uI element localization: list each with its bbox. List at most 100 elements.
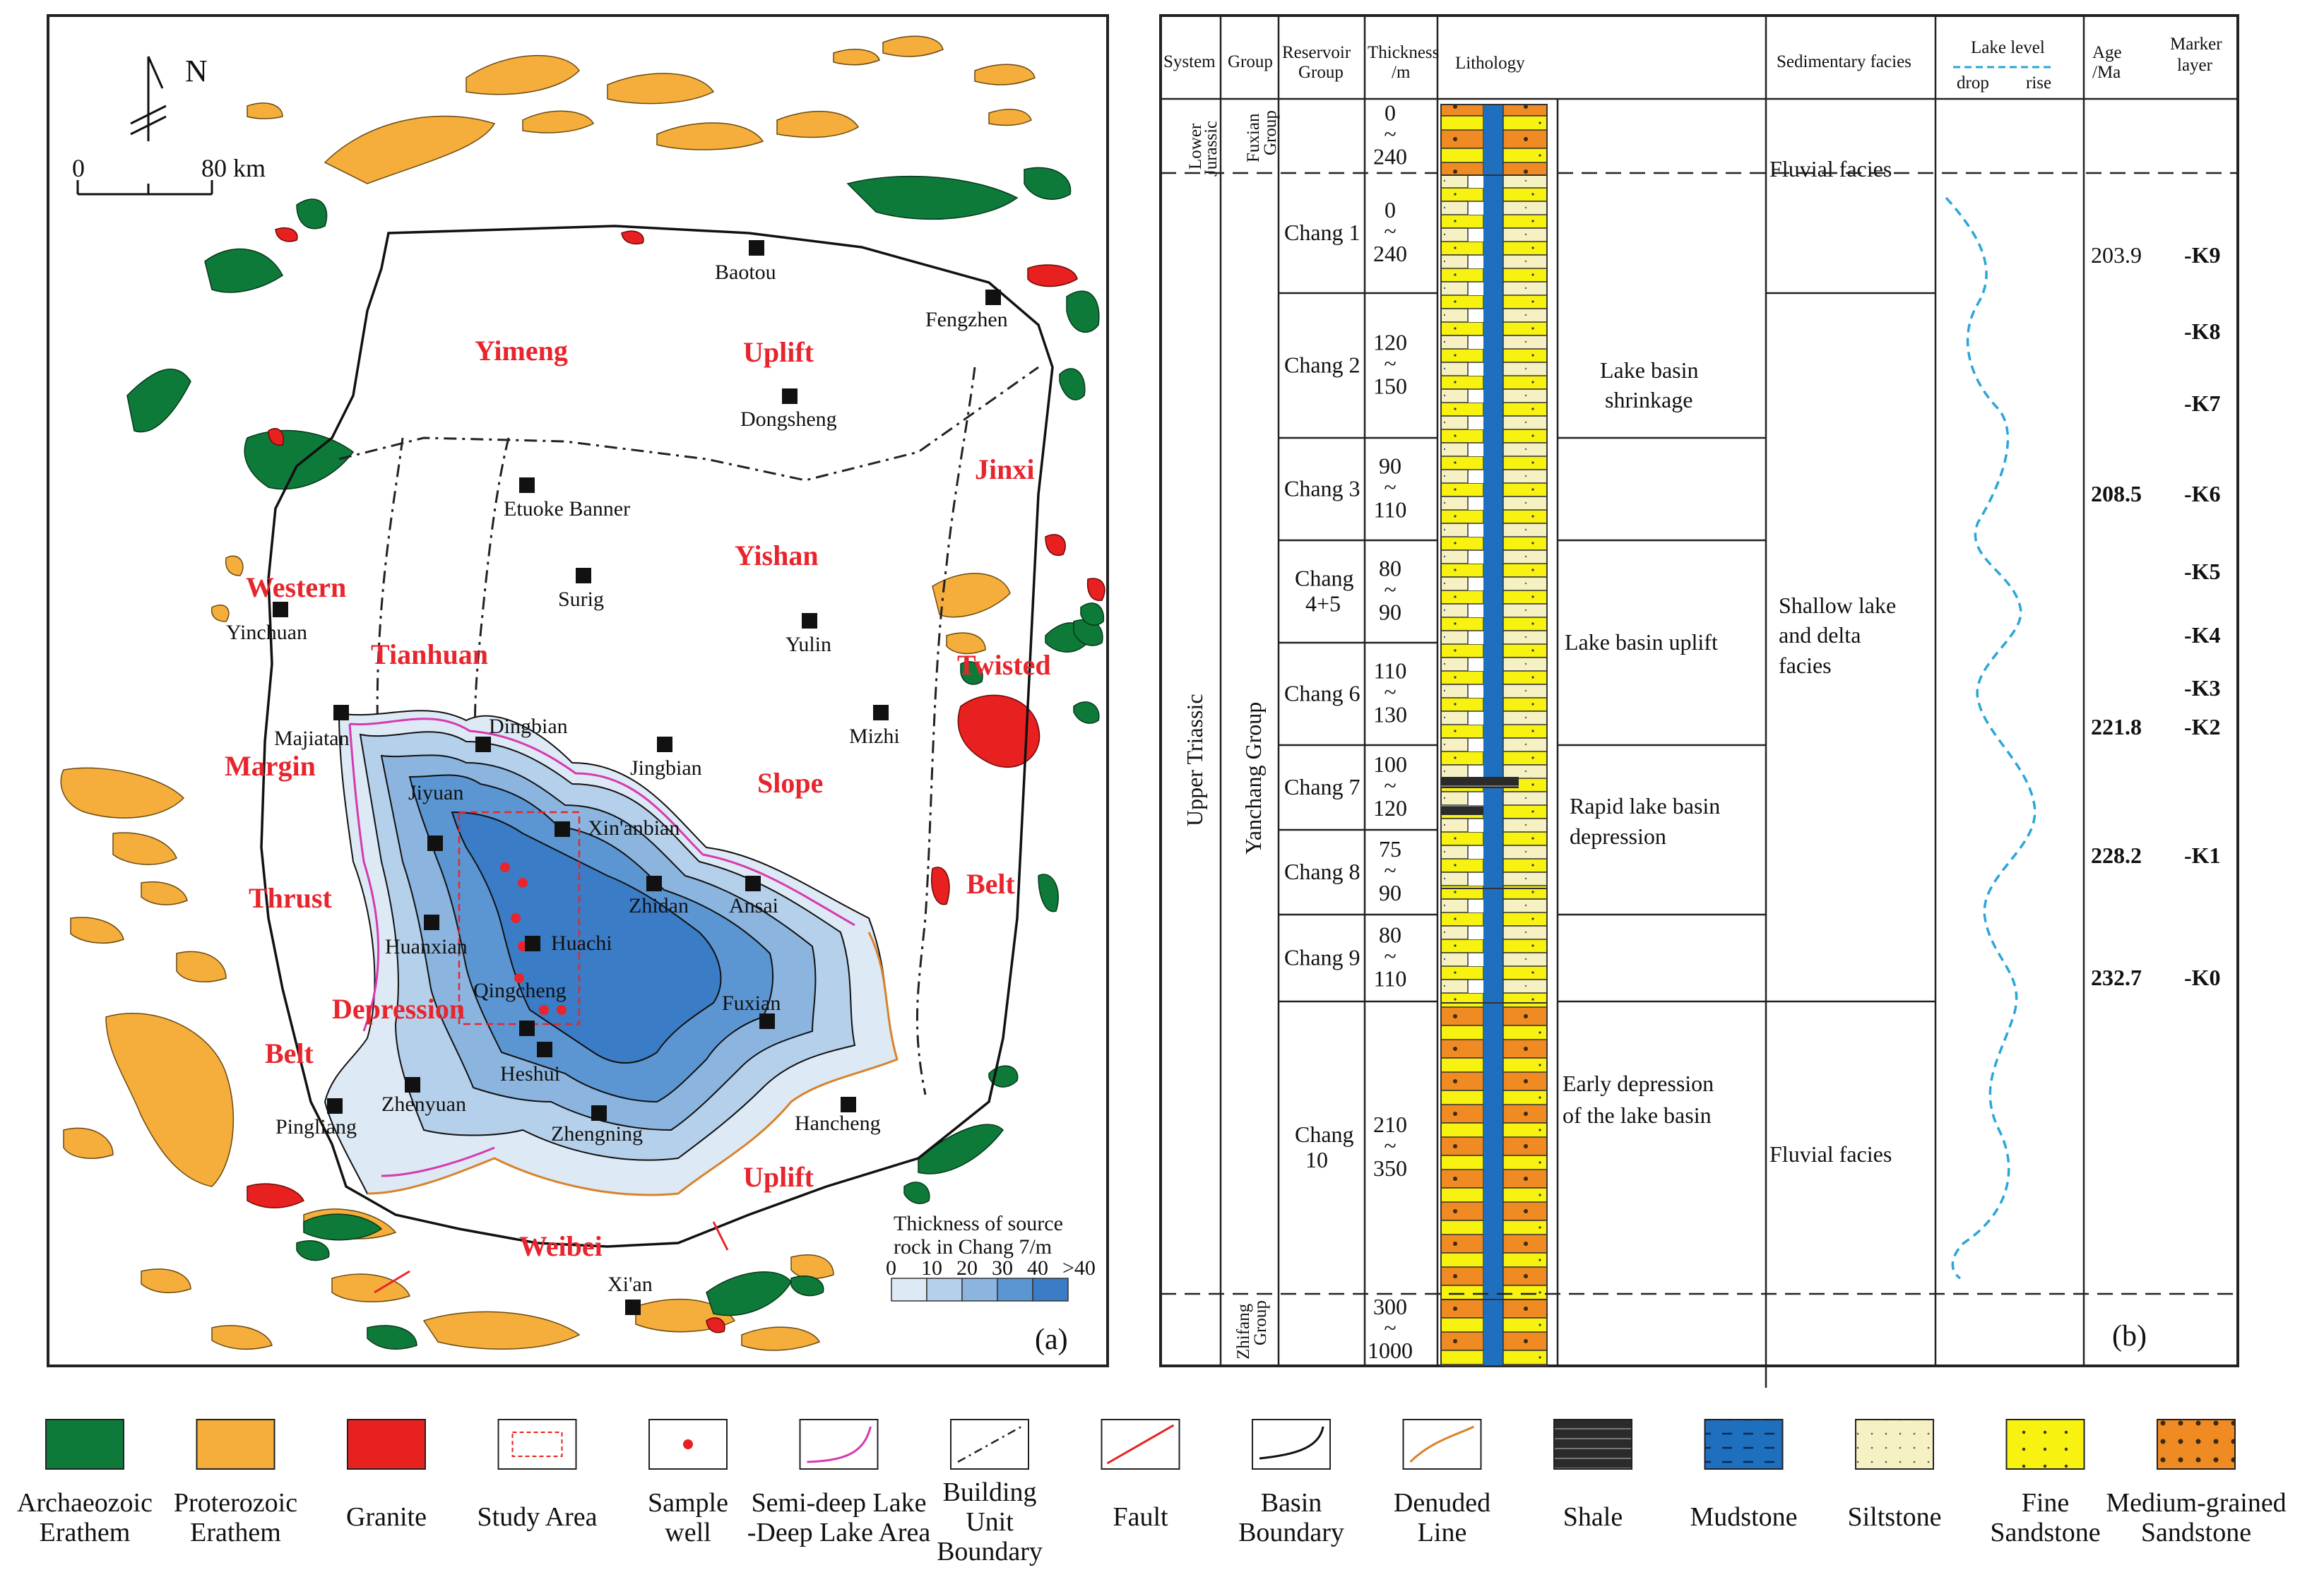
region-margin: Margin — [225, 750, 316, 782]
region-twisted: Twisted — [957, 649, 1051, 681]
map-panel: N 0 80 km Yimeng Uplift Jinxi Yishan Wes… — [47, 14, 1109, 1367]
region-yimeng: Yimeng — [475, 335, 568, 367]
group-yanchang: Yanchang Group — [1240, 702, 1266, 855]
thickness-sep: ~ — [1384, 121, 1396, 147]
city-zhidan: Zhidan — [629, 894, 689, 917]
city-jingbian: Jingbian — [630, 756, 702, 780]
legend-item: Shale — [1553, 1419, 1632, 1532]
marker-layer: -K1 — [2184, 843, 2221, 868]
legend-label: Proterozoic — [174, 1488, 297, 1518]
thickness-bottom: 1000 — [1368, 1338, 1413, 1363]
lithology-column — [1440, 104, 1548, 1367]
city-huachi: Huachi — [551, 932, 612, 955]
stage-shrink-2: shrinkage — [1605, 387, 1692, 412]
thickness-top: 75 — [1379, 836, 1401, 862]
legend-label: Unit — [966, 1507, 1014, 1537]
stage-labels: Lake basin shrinkage Lake basin uplift R… — [1563, 357, 1720, 1128]
legend-label: Erathem — [190, 1518, 281, 1547]
thickness-sep: ~ — [1384, 773, 1396, 798]
stage-rapid-2: depression — [1570, 823, 1666, 849]
legend-symbol — [347, 1419, 426, 1470]
row-separators — [1279, 292, 1437, 1003]
denuded-line — [367, 932, 899, 1196]
age-value: 203.9 — [2091, 242, 2142, 268]
legend-label: Semi-deep Lake — [752, 1488, 927, 1518]
region-yishan: Yishan — [735, 540, 819, 571]
marker-layer: -K4 — [2184, 622, 2221, 648]
region-belt-east: Belt — [966, 868, 1016, 900]
scale-zero: 0 — [72, 154, 85, 182]
reservoir-name: Chang 1 — [1284, 220, 1360, 245]
facies-labels: Fluvial facies Shallow lake and delta fa… — [1769, 156, 1896, 1167]
city-hancheng: Hancheng — [795, 1112, 881, 1135]
city-fengzhen: Fengzhen — [925, 308, 1008, 331]
scale-distance: 80 km — [201, 154, 266, 182]
legend-label: well — [665, 1518, 711, 1547]
legend-symbol — [1252, 1419, 1331, 1470]
city-majiatan: Majiatan — [274, 727, 350, 750]
legend-symbol — [2157, 1419, 2236, 1470]
header-thickness-2: /m — [1392, 63, 1411, 82]
legend-item: Mudstone — [1690, 1419, 1798, 1532]
thickness-top: 80 — [1379, 556, 1401, 581]
city-names: Baotou Fengzhen Dongsheng Etuoke Banner … — [226, 261, 1008, 1296]
city-surig: Surig — [558, 588, 604, 611]
region-labels: Yimeng Uplift Jinxi Yishan Western Tianh… — [225, 335, 1051, 1262]
legend-symbol — [45, 1419, 124, 1470]
stratigraphic-column-panel: System Group Reservoir Group Thickness /… — [1159, 14, 2239, 1388]
header-lake-level: Lake level — [1971, 38, 2045, 57]
thickness-top: 90 — [1379, 453, 1401, 479]
region-slope: Slope — [757, 767, 823, 799]
legend-symbol — [799, 1419, 879, 1470]
thickness-sep: ~ — [1384, 944, 1396, 969]
thickness-swatch — [961, 1278, 998, 1302]
legend-item: Semi-deep Lake-Deep Lake Area — [747, 1419, 930, 1547]
stage-separators — [1558, 292, 1935, 1003]
formation-boundaries — [1161, 172, 2238, 1295]
header-group: Group — [1228, 52, 1273, 71]
thickness-bottom: 90 — [1379, 880, 1401, 905]
age-value: 232.7 — [2091, 965, 2142, 990]
thickness-bottom: 90 — [1379, 600, 1401, 625]
header-drop: drop — [1957, 73, 1989, 93]
region-uplift-south: Uplift — [743, 1161, 814, 1193]
thickness-sep: ~ — [1384, 679, 1396, 705]
legend-symbol — [497, 1419, 577, 1470]
thickness-swatches — [891, 1278, 1069, 1302]
region-tianhuan: Tianhuan — [371, 638, 488, 670]
reservoir-name: Chang 9 — [1284, 945, 1360, 970]
region-belt-west: Belt — [265, 1037, 314, 1069]
legend: ArchaeozoicErathemProterozoicErathemGran… — [17, 1419, 2287, 1566]
city-qingcheng: Qingcheng — [473, 979, 567, 1002]
column-headers: System Group Reservoir Group Thickness /… — [1163, 35, 2222, 93]
legend-item: Siltstone — [1847, 1419, 1942, 1532]
reservoir-name: Chang 7 — [1284, 774, 1360, 799]
thickness-bottom: 130 — [1373, 702, 1407, 727]
thickness-tick: 10 — [921, 1256, 942, 1280]
reservoir-name: Chang 8 — [1284, 859, 1360, 884]
thickness-tick: 20 — [956, 1256, 978, 1280]
faults — [374, 1221, 729, 1294]
thickness-top: 210 — [1373, 1112, 1407, 1137]
legend-item: Fault — [1101, 1419, 1180, 1532]
thickness-bottom: 150 — [1373, 374, 1407, 399]
marker-layer: -K3 — [2184, 675, 2221, 701]
thickness-tick: >40 — [1062, 1256, 1096, 1280]
city-jiyuan: Jiyuan — [408, 781, 463, 804]
reservoir-name-2: 4+5 — [1305, 591, 1341, 617]
city-dingbian: Dingbian — [489, 715, 568, 738]
proterozoic-outcrops — [60, 35, 1036, 1351]
thickness-top: 110 — [1374, 658, 1407, 684]
stage-uplift: Lake basin uplift — [1565, 629, 1718, 655]
legend-label: Siltstone — [1847, 1502, 1941, 1532]
stage-shrink-1: Lake basin — [1600, 357, 1699, 383]
header-age-1: Age — [2092, 43, 2122, 62]
thickness-bottom: 110 — [1374, 497, 1407, 523]
group-fuxian-2: Group — [1261, 110, 1280, 155]
